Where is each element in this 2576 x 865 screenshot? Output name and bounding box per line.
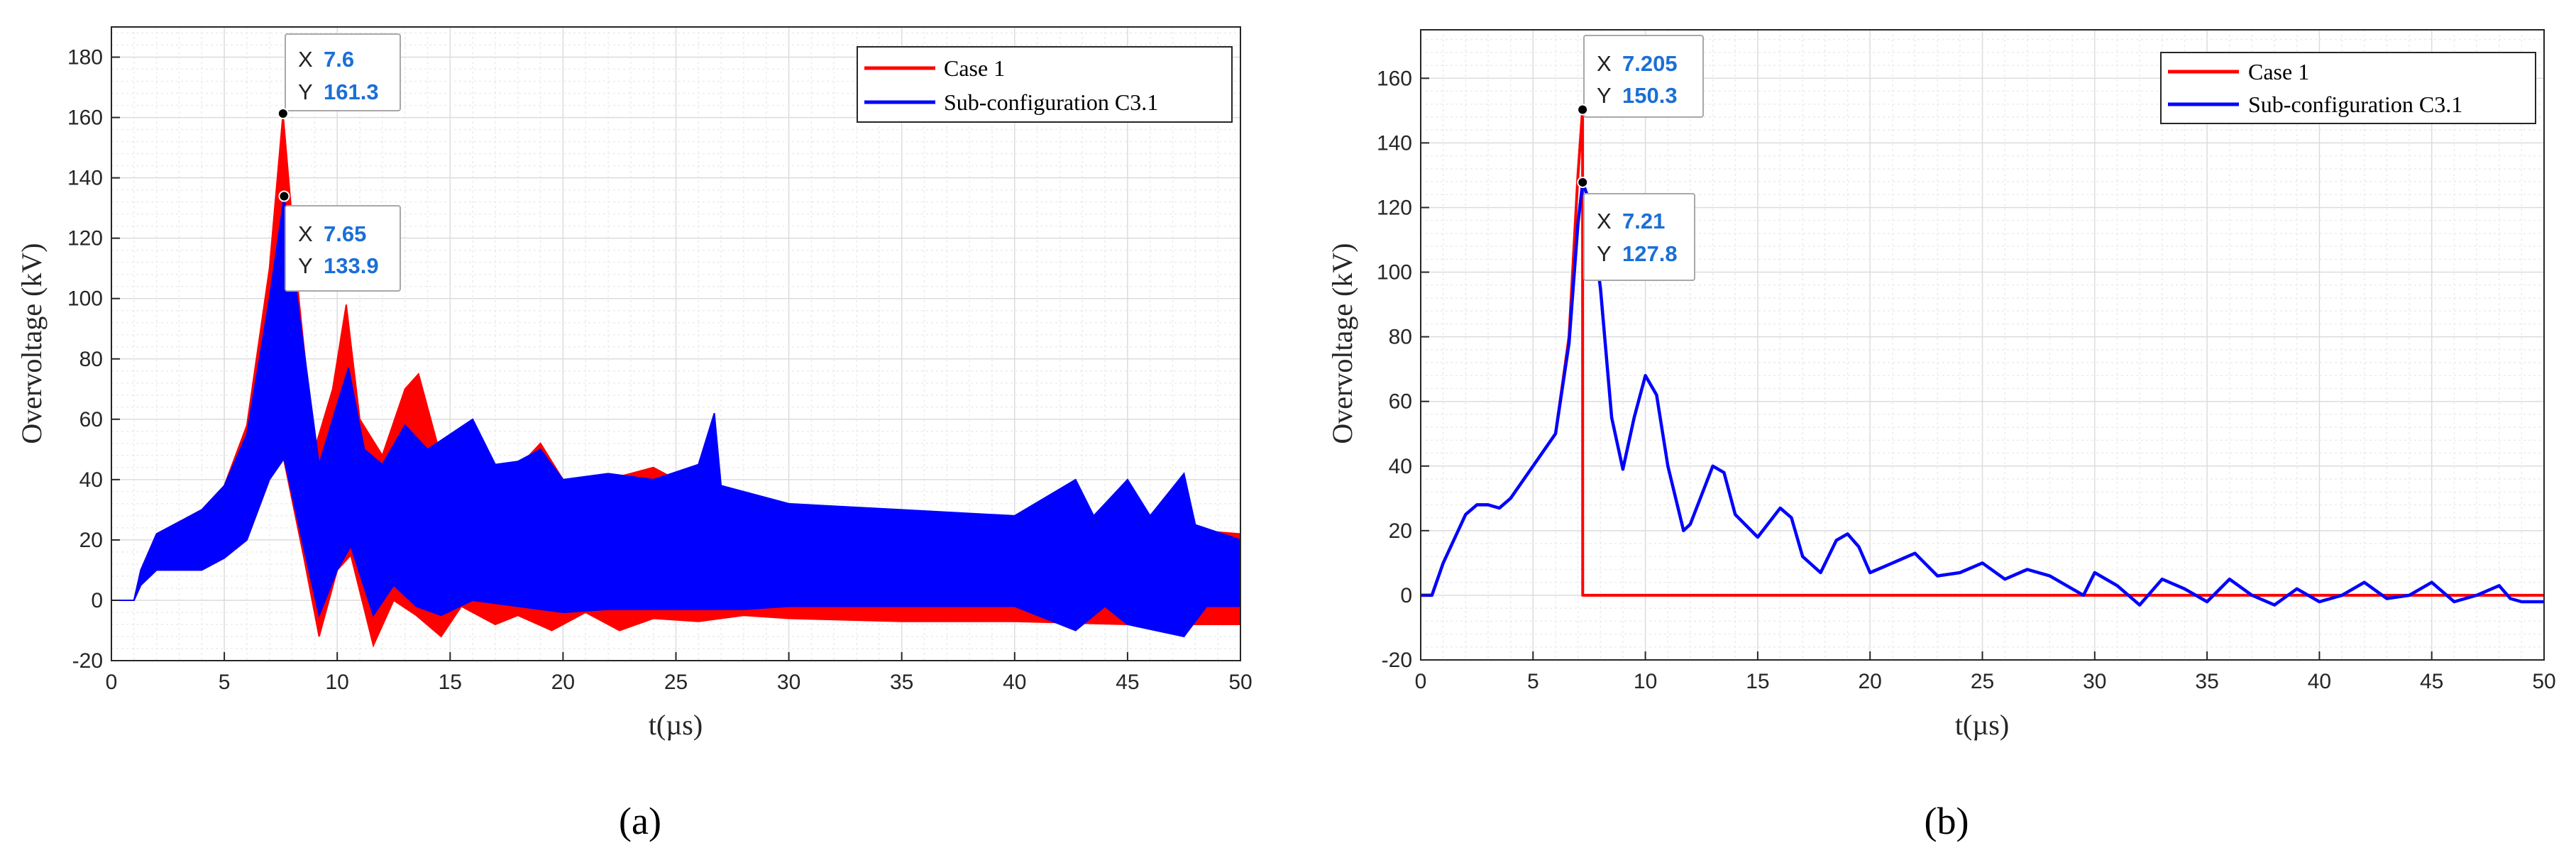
datatip-marker[interactable] — [1577, 176, 1589, 188]
legend-label-c31: Sub-configuration C3.1 — [944, 89, 1158, 115]
series-sub-configuration-c3-1 — [1421, 180, 2544, 607]
x-tick-label: 45 — [2420, 670, 2443, 693]
x-tick-label: 25 — [1971, 670, 1994, 693]
x-axis-label: t(µs) — [1955, 709, 2009, 741]
legend-label-case1: Case 1 — [944, 55, 1005, 81]
tick-group: 0 5 10 15 20 25 30 35 40 45 50-2002040608010012014… — [67, 46, 1253, 694]
y-tick-label: 160 — [1377, 67, 1412, 90]
datatip-markers — [1577, 104, 1589, 188]
panel-a: 0 5 10 15 20 25 30 35 40 45 50-2002040608010012014… — [16, 26, 1253, 842]
y-tick-label: 0 — [91, 589, 103, 612]
x-tick-label: 50 — [2532, 670, 2555, 693]
y-tick-label: -20 — [72, 649, 103, 673]
series-sub-configuration-c3-1-trace — [111, 197, 1241, 637]
datatip-x-key: X — [298, 47, 313, 72]
legend: Case 1 Sub-configuration C3.1 — [2160, 52, 2536, 124]
y-tick-label: 120 — [1377, 196, 1412, 219]
datatip-markers — [277, 108, 290, 202]
y-tick-label: 100 — [67, 287, 103, 311]
datatip[interactable]: X 7.6 Y 161.3 — [285, 33, 401, 111]
y-axis-label: Overvoltage (kV) — [16, 243, 48, 443]
datatip[interactable]: X 7.65 Y 133.9 — [285, 205, 401, 292]
datatip-y-value: 150.3 — [1622, 83, 1678, 108]
y-tick-label: 20 — [79, 529, 103, 552]
x-tick-label: 25 — [664, 671, 688, 694]
datatip-y-key: Y — [1597, 241, 1612, 266]
panel-label-a: (a) — [619, 800, 661, 842]
datatip-y-value: 127.8 — [1622, 241, 1678, 266]
datatip-marker[interactable] — [277, 108, 289, 120]
y-tick-label: 140 — [1377, 131, 1412, 155]
y-tick-label: -20 — [1382, 649, 1412, 672]
y-axis-label: Overvoltage (kV) — [1326, 243, 1358, 443]
datatip-y-key: Y — [298, 253, 313, 278]
y-tick-label: 60 — [1389, 390, 1412, 414]
panel-b: 0 5 10 15 20 25 30 35 40 45 50-2002040608010012014… — [1326, 29, 2556, 842]
datatip-y-key: Y — [1597, 83, 1612, 108]
legend-label-case1: Case 1 — [2248, 59, 2309, 84]
series-sub-configuration-c3-1 — [111, 196, 1241, 638]
x-tick-label: 5 — [219, 671, 231, 694]
datatip-x-key: X — [1597, 51, 1612, 76]
datatip[interactable]: X 7.21 Y 127.8 — [1583, 193, 1695, 281]
x-tick-label: 20 — [1859, 670, 1882, 693]
legend-label-c31: Sub-configuration C3.1 — [2248, 92, 2462, 117]
datatip-box — [1583, 193, 1695, 281]
y-tick-label: 140 — [67, 167, 103, 190]
x-tick-label: 10 — [326, 671, 349, 694]
datatip-box — [285, 33, 401, 111]
legend: Case 1 Sub-configuration C3.1 — [857, 46, 1233, 123]
datatip-marker[interactable] — [1577, 104, 1589, 116]
legend-box — [857, 46, 1233, 123]
legend-box — [2160, 52, 2536, 124]
datatip-y-value: 133.9 — [324, 253, 379, 278]
x-tick-label: 30 — [2083, 670, 2106, 693]
y-tick-label: 80 — [1389, 326, 1412, 349]
datatip-y-key: Y — [298, 79, 313, 104]
datatip[interactable]: X 7.205 Y 150.3 — [1583, 35, 1704, 118]
panel-label-b: (b) — [1925, 800, 1969, 842]
datatip-x-value: 7.21 — [1622, 209, 1665, 233]
x-tick-label: 50 — [1228, 671, 1252, 694]
y-tick-label: 60 — [79, 408, 103, 431]
x-axis-label: t(µs) — [649, 709, 703, 741]
y-tick-label: 100 — [1377, 261, 1412, 285]
x-tick-label: 5 — [1527, 670, 1539, 693]
y-tick-label: 160 — [67, 106, 103, 130]
x-tick-label: 15 — [1746, 670, 1769, 693]
series-group — [111, 113, 1241, 648]
x-tick-label: 15 — [439, 671, 462, 694]
x-tick-label: 10 — [1634, 670, 1657, 693]
tick-group: 0 5 10 15 20 25 30 35 40 45 50-2002040608010012014… — [1377, 67, 2556, 693]
x-tick-label: 20 — [551, 671, 575, 694]
y-tick-label: 20 — [1389, 519, 1412, 543]
datatip-x-value: 7.65 — [324, 221, 366, 246]
datatip-x-key: X — [298, 221, 313, 246]
y-tick-label: 120 — [67, 227, 103, 250]
series-group — [1421, 108, 2544, 607]
x-tick-label: 40 — [1003, 671, 1026, 694]
datatip-y-value: 161.3 — [324, 79, 379, 104]
x-tick-label: 0 — [106, 671, 118, 694]
y-tick-label: 0 — [1400, 584, 1412, 607]
datatip-x-value: 7.205 — [1622, 51, 1678, 76]
datatip-box — [285, 205, 401, 292]
x-tick-label: 30 — [777, 671, 800, 694]
y-tick-label: 40 — [79, 468, 103, 492]
datatip-x-value: 7.6 — [324, 47, 354, 72]
x-tick-label: 45 — [1116, 671, 1139, 694]
x-tick-label: 35 — [2195, 670, 2218, 693]
datatip-box — [1583, 35, 1704, 118]
y-tick-label: 80 — [79, 348, 103, 371]
x-tick-label: 35 — [890, 671, 913, 694]
y-tick-label: 40 — [1389, 455, 1412, 478]
x-tick-label: 40 — [2308, 670, 2331, 693]
x-tick-label: 0 — [1415, 670, 1427, 693]
datatip-x-key: X — [1597, 209, 1612, 233]
datatip-marker[interactable] — [278, 190, 290, 202]
y-tick-label: 180 — [67, 46, 103, 70]
